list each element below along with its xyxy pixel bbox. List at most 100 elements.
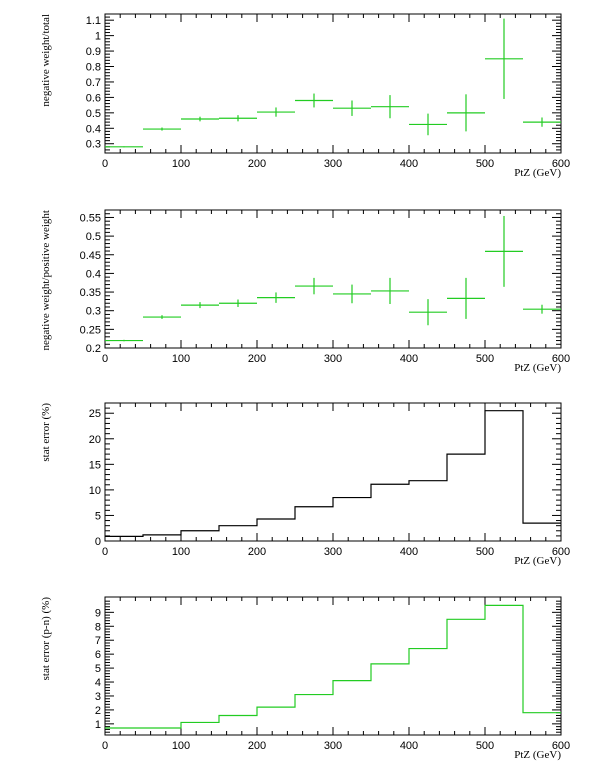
x-tick-label: 100	[172, 546, 190, 558]
data-point	[333, 100, 371, 116]
histogram-bin	[333, 681, 371, 735]
histogram-bin	[333, 498, 371, 541]
data-point	[257, 292, 295, 303]
histogram-bin	[295, 507, 333, 541]
y-tick-label: 0.4	[86, 123, 101, 135]
x-tick-label: 0	[102, 353, 108, 365]
histogram-bin	[523, 523, 561, 541]
panel-negative-over-positive-weight: 0 100 200 300 400 500 600 0.2 0.25 0.3 0.35 0.4 0.45…	[40, 209, 570, 374]
histogram-bin	[219, 715, 257, 735]
y-tick-label: 0.6	[86, 92, 101, 104]
y-tick-label: 0.7	[86, 77, 101, 89]
x-tick-label: 500	[476, 740, 494, 752]
data-point	[409, 299, 447, 326]
y-axis-label: negative weight/positive weight	[40, 210, 52, 351]
histogram-bin	[485, 605, 523, 735]
y-tick-label: 0.3	[86, 306, 101, 318]
x-tick-label: 500	[476, 353, 494, 365]
y-tick-label: 10	[89, 485, 101, 497]
x-tick-label: 100	[172, 158, 190, 170]
data-point	[181, 116, 219, 122]
y-tick-label: 3	[95, 691, 101, 703]
y-tick-label: 8	[95, 621, 101, 633]
histogram-bin	[447, 454, 485, 541]
y-tick-label: 0.8	[86, 62, 101, 74]
histogram-bin	[409, 649, 447, 735]
data-point	[409, 113, 447, 136]
y-tick-label: 15	[89, 459, 101, 471]
y-tick-label: 2	[95, 705, 101, 717]
x-tick-label: 200	[248, 546, 266, 558]
x-axis-label: PtZ (GeV)	[514, 555, 561, 567]
histogram-bin	[409, 481, 447, 541]
y-tick-label: 0.35	[80, 287, 101, 299]
x-tick-label: 400	[400, 158, 418, 170]
x-tick-label: 600	[552, 353, 570, 365]
y-tick-label: 0.5	[86, 108, 101, 120]
x-tick-label: 300	[324, 158, 342, 170]
x-tick-label: 200	[248, 740, 266, 752]
data-point	[181, 302, 219, 309]
y-tick-label: 0.45	[80, 250, 101, 262]
x-tick-label: 600	[552, 546, 570, 558]
data-point	[371, 95, 409, 119]
y-tick-label: 0.9	[86, 46, 101, 58]
histogram-bin	[143, 728, 181, 735]
x-tick-label: 400	[400, 353, 418, 365]
x-tick-label: 300	[324, 353, 342, 365]
x-tick-label: 600	[552, 740, 570, 752]
panel-negative-weight-over-total: 0 100 200 300 400 500 600 0.3 0.4 0.5 0.6 0.7 0.8 0.9…	[40, 13, 570, 179]
histogram-bin	[485, 411, 523, 541]
x-tick-label: 200	[248, 158, 266, 170]
histogram-bin	[447, 619, 485, 735]
data-point	[333, 284, 371, 304]
y-tick-label: 0	[95, 536, 101, 548]
panel-stat-error-p-n: 0 100 200 300 400 500 600 1 2 3 4 5 6 7 8 9 PtZ (GeV) sta…	[40, 596, 570, 761]
data-point	[523, 117, 561, 127]
histogram-bin	[371, 484, 409, 541]
x-tick-label: 0	[102, 158, 108, 170]
y-tick-label: 0.2	[86, 343, 101, 355]
x-tick-label: 200	[248, 353, 266, 365]
x-tick-label: 0	[102, 546, 108, 558]
data-point	[257, 107, 295, 117]
x-axis-label: PtZ (GeV)	[514, 749, 561, 761]
x-tick-label: 100	[172, 740, 190, 752]
y-tick-label: 0.4	[86, 268, 101, 280]
histogram-line	[105, 604, 561, 729]
data-point	[219, 299, 257, 307]
y-tick-label: 25	[89, 408, 101, 420]
x-tick-label: 600	[552, 158, 570, 170]
histogram-bin	[181, 722, 219, 735]
histogram-bin	[257, 707, 295, 735]
data-point	[105, 339, 143, 342]
x-axis-label: PtZ (GeV)	[514, 167, 561, 179]
y-tick-label: 5	[95, 510, 101, 522]
y-tick-label: 0.5	[86, 231, 101, 243]
histogram-bin	[219, 526, 257, 541]
histogram-bin	[105, 536, 143, 541]
histogram-line	[105, 410, 561, 537]
data-point	[485, 215, 523, 287]
x-tick-label: 300	[324, 740, 342, 752]
x-axis-label: PtZ (GeV)	[514, 362, 561, 374]
histogram-bin	[371, 664, 409, 735]
data-point	[105, 146, 143, 148]
histogram-bin	[295, 695, 333, 735]
y-tick-label: 1	[95, 719, 101, 731]
y-tick-label: 20	[89, 434, 101, 446]
data-point	[447, 94, 485, 132]
histogram-bin	[523, 713, 561, 735]
data-point	[295, 93, 333, 108]
y-tick-label: 0.25	[80, 324, 101, 336]
y-tick-label: 0.55	[80, 212, 101, 224]
data-point	[295, 277, 333, 295]
y-axis-label: stat error (%)	[40, 403, 52, 462]
x-tick-label: 500	[476, 158, 494, 170]
histogram-bin	[105, 728, 143, 735]
x-tick-label: 400	[400, 546, 418, 558]
x-tick-label: 300	[324, 546, 342, 558]
y-tick-label: 1	[95, 31, 101, 43]
y-tick-label: 7	[95, 635, 101, 647]
